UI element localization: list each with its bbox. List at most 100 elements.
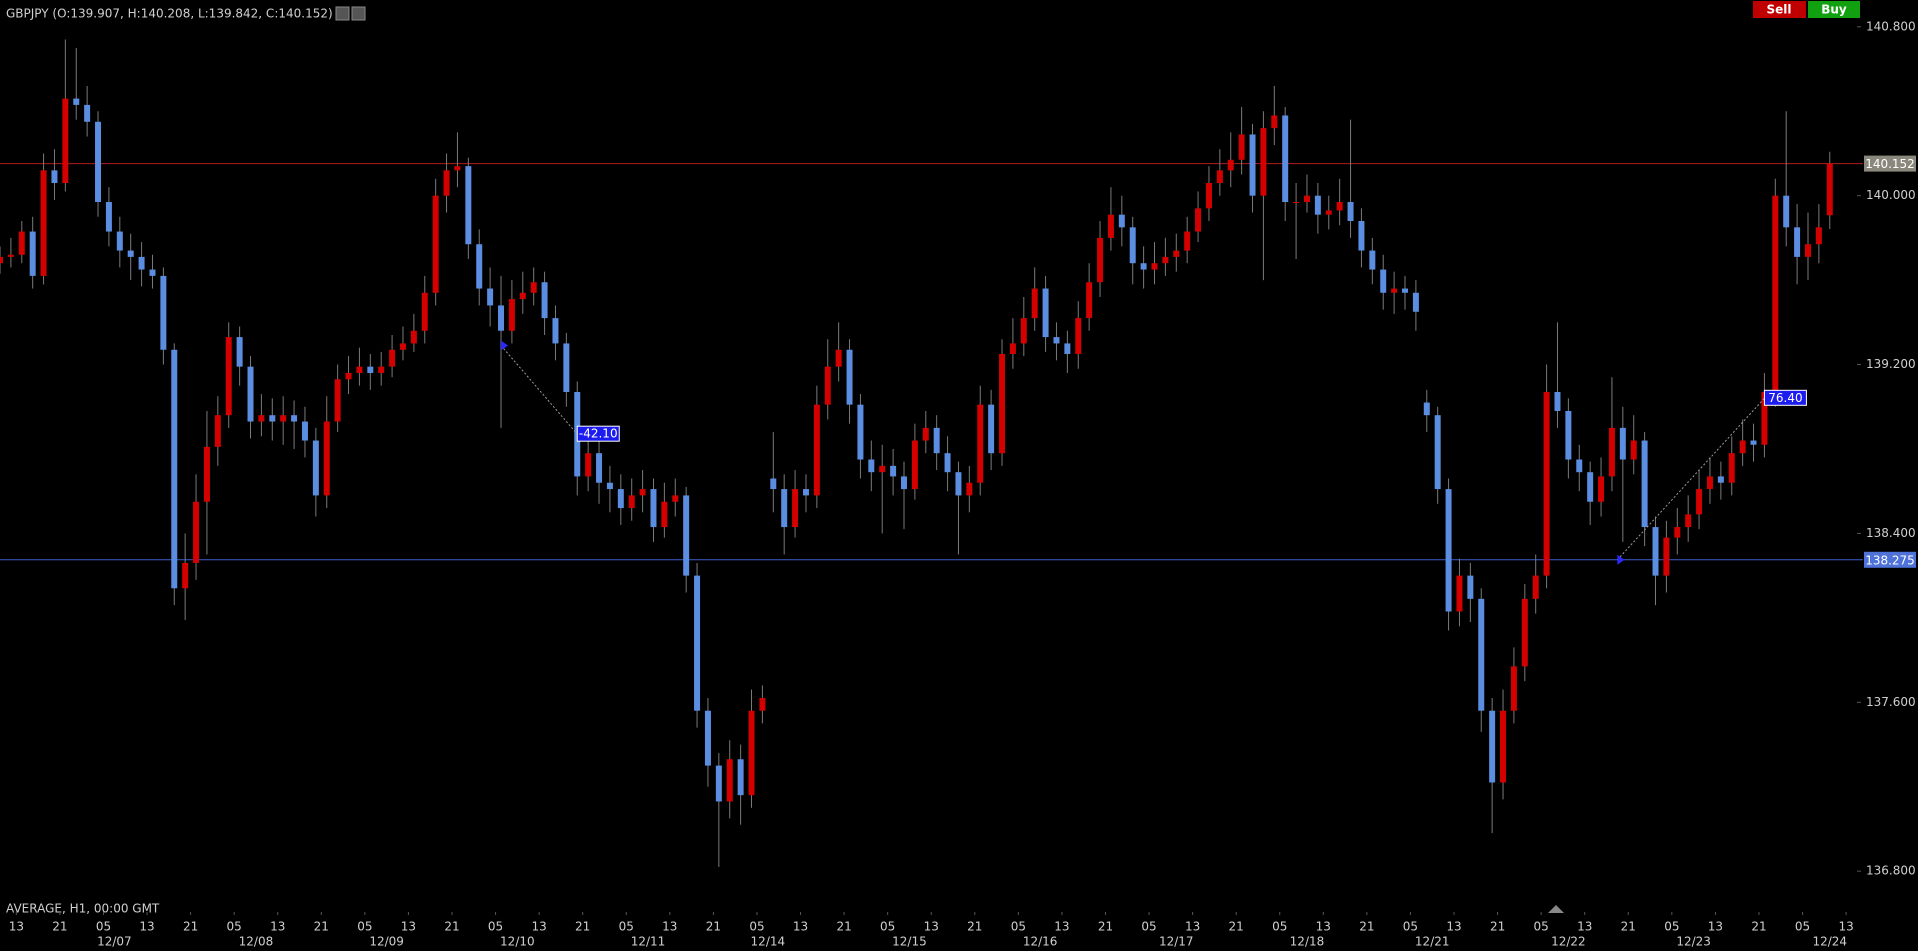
candle-body xyxy=(7,254,14,257)
candle-body xyxy=(1205,183,1212,209)
candle-body xyxy=(1467,575,1474,599)
price-label-box xyxy=(1864,155,1916,172)
x-tick-label: 05 xyxy=(880,920,895,934)
candle-body xyxy=(922,427,929,441)
candle-body xyxy=(1521,598,1528,667)
candle-body xyxy=(105,202,112,232)
candle-body xyxy=(1717,476,1724,483)
sell-button-bg[interactable] xyxy=(1753,1,1806,18)
close-icon[interactable] xyxy=(351,6,366,21)
sell-label[interactable]: Sell xyxy=(1766,3,1791,17)
candle-body xyxy=(487,288,494,306)
candle-body xyxy=(1053,337,1060,344)
candle-body xyxy=(1097,237,1104,283)
candle-body xyxy=(345,372,352,380)
trend-label-box xyxy=(576,425,620,442)
candle-body xyxy=(1565,410,1572,460)
x-tick-label: 05 xyxy=(488,920,503,934)
candle-body xyxy=(530,282,537,293)
candle-body xyxy=(1598,476,1605,502)
buy-button-bg[interactable] xyxy=(1808,1,1860,18)
candle-body xyxy=(1641,440,1648,528)
candle-body xyxy=(1380,269,1387,293)
candle-body xyxy=(465,166,472,245)
x-tick-label: 21 xyxy=(52,920,67,934)
sell-button[interactable]: Sell xyxy=(1753,1,1806,18)
candle-body xyxy=(323,421,330,496)
candle-body xyxy=(792,489,799,528)
x-tick-label: 05 xyxy=(749,920,764,934)
candle-body xyxy=(399,343,406,350)
scroll-marker[interactable] xyxy=(1548,905,1564,913)
candle-body xyxy=(225,337,232,416)
candle-body xyxy=(1608,427,1615,477)
candle-body xyxy=(1227,159,1234,171)
candle-body xyxy=(389,349,396,367)
date-tick-label: 12/10 xyxy=(500,935,535,949)
candle-body xyxy=(552,318,559,344)
date-tick-label: 12/22 xyxy=(1551,935,1586,949)
buy-label[interactable]: Buy xyxy=(1821,3,1847,17)
x-tick-label: 13 xyxy=(1708,920,1723,934)
candle-body xyxy=(846,349,853,405)
candle-body xyxy=(999,353,1006,454)
candle-body xyxy=(1500,710,1507,783)
candle-body xyxy=(1685,514,1692,528)
candle-body xyxy=(1162,256,1169,264)
y-tick-label: 138.400 xyxy=(1866,526,1916,540)
candle-body xyxy=(1173,250,1180,257)
candle-body xyxy=(73,98,80,105)
candle-body xyxy=(802,489,809,496)
candle-body xyxy=(1728,453,1735,483)
candle-body xyxy=(966,482,973,496)
candle-body xyxy=(1020,318,1027,344)
candle-body xyxy=(214,415,221,447)
x-tick-label: 13 xyxy=(662,920,677,934)
x-tick-label: 21 xyxy=(836,920,851,934)
candle-body xyxy=(203,446,210,502)
candle-body xyxy=(726,759,733,802)
x-tick-label: 13 xyxy=(1316,920,1331,934)
candle-body xyxy=(269,415,276,422)
x-tick-label: 21 xyxy=(183,920,198,934)
settings-icon[interactable] xyxy=(335,6,350,21)
y-tick-label: 140.000 xyxy=(1866,188,1916,202)
candle-body xyxy=(1652,527,1659,576)
candle-body xyxy=(18,231,25,255)
candle-body xyxy=(900,476,907,490)
buy-button[interactable]: Buy xyxy=(1808,1,1860,18)
y-tick-label: 137.600 xyxy=(1866,695,1916,709)
candle-body xyxy=(748,710,755,796)
trend-line xyxy=(500,345,578,435)
candle-body xyxy=(781,489,788,528)
candle-body xyxy=(498,305,505,331)
date-tick-label: 12/08 xyxy=(239,935,274,949)
candle-body xyxy=(291,415,298,422)
x-tick-label: 21 xyxy=(1098,920,1113,934)
candle-body xyxy=(1402,288,1408,293)
candle-body xyxy=(1391,288,1398,293)
x-tick-label: 13 xyxy=(1838,920,1853,934)
candle-body xyxy=(1260,128,1267,196)
date-tick-label: 12/14 xyxy=(751,935,786,949)
candle-body xyxy=(1064,343,1071,354)
candle-body xyxy=(1434,415,1441,490)
trend-start-marker xyxy=(1617,554,1625,565)
candle-body xyxy=(1750,440,1757,445)
candle-body xyxy=(1554,391,1561,411)
candle-body xyxy=(1325,210,1332,215)
x-tick-label: 21 xyxy=(1621,920,1636,934)
candle-body xyxy=(704,710,711,766)
candle-body xyxy=(182,562,189,589)
candle-body xyxy=(1358,221,1365,251)
date-tick-label: 12/23 xyxy=(1676,935,1711,949)
candle-body xyxy=(1314,195,1321,215)
candle-body xyxy=(1075,318,1082,354)
x-tick-label: 21 xyxy=(967,920,982,934)
x-tick-label: 13 xyxy=(270,920,285,934)
x-tick-label: 05 xyxy=(1534,920,1549,934)
candle-body xyxy=(813,404,820,496)
trend-label-box xyxy=(1763,389,1807,406)
